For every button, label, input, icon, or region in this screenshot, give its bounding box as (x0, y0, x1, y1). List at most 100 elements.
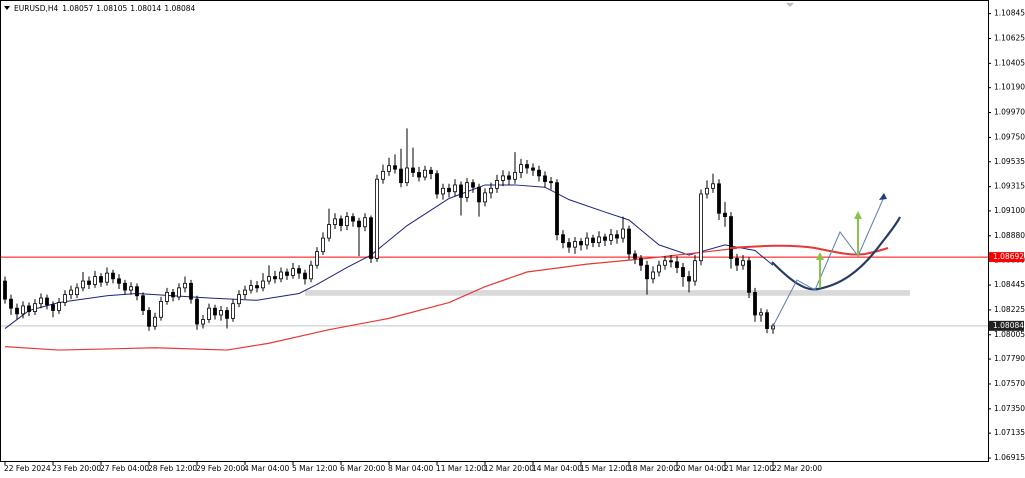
projected-ma (729, 244, 889, 256)
x-tick-label: 28 Feb 12:00 (148, 464, 197, 473)
y-tick-label: 1.10845 (994, 9, 1025, 18)
candle-body (309, 264, 313, 280)
candle-body (291, 268, 295, 276)
y-tick-label: 1.07570 (994, 379, 1025, 388)
open-value: 1.08057 (62, 4, 93, 13)
candle-body (9, 298, 13, 309)
candle-body (165, 291, 169, 302)
x-tick-label: 27 Feb 04:00 (100, 464, 149, 473)
candle-body (579, 241, 583, 246)
arrow-head (816, 252, 824, 260)
candle-body (711, 183, 715, 189)
candle-body (639, 258, 643, 266)
candle-body (705, 187, 709, 195)
x-tick-label: 6 Mar 20:00 (340, 464, 386, 473)
candle-body (219, 310, 223, 316)
candle-body (657, 264, 661, 273)
x-tick-label: 4 Mar 04:00 (244, 464, 290, 473)
candle-body (519, 164, 523, 173)
x-tick-label: 23 Feb 20:00 (52, 464, 101, 473)
price-badge (989, 320, 1024, 331)
candle-body (471, 182, 475, 188)
candle-body (21, 305, 25, 315)
candle-body (159, 301, 163, 318)
candle-body (645, 264, 649, 280)
candle-body (651, 271, 655, 280)
y-tick-label: 1.08005 (994, 330, 1025, 339)
candle-body (561, 234, 565, 244)
candle-body (111, 272, 115, 280)
candle-body (237, 294, 241, 305)
candle-body (759, 312, 763, 316)
candle-body (693, 260, 697, 282)
candle-body (681, 267, 685, 277)
candle-body (567, 242, 571, 248)
close-value: 1.08084 (164, 4, 195, 13)
y-tick-label: 1.09535 (994, 157, 1025, 166)
candle-body (327, 224, 331, 239)
forecast-zigzag (771, 196, 885, 329)
candle-body (453, 184, 457, 193)
candle-body (3, 280, 7, 300)
candle-body (423, 169, 427, 178)
candle-body (141, 295, 145, 311)
candle-body (171, 291, 175, 298)
candle-body (51, 304, 55, 311)
candle-body (153, 316, 157, 327)
candle-body (117, 278, 121, 284)
candle-body (717, 183, 721, 214)
y-tick-label: 1.10625 (994, 33, 1025, 42)
x-tick-label: 21 Mar 12:00 (724, 464, 774, 473)
arrow-head (879, 193, 887, 200)
y-tick-label: 1.08880 (994, 231, 1025, 240)
candle-body (441, 187, 445, 195)
header: EURUSD,H4 1.08057 1.08105 1.08014 1.08084 (14, 4, 196, 13)
candle-body (357, 220, 361, 228)
x-tick-label: 15 Mar 12:00 (580, 464, 630, 473)
candle-body (273, 276, 277, 280)
price-badge-label: 1.08692 (993, 252, 1024, 261)
candle-body (447, 187, 451, 193)
candle-body (45, 297, 49, 306)
candle-body (405, 167, 409, 184)
candle-body (585, 237, 589, 246)
candle-body (369, 217, 373, 259)
plot-frame (0, 0, 989, 462)
candle-body (249, 285, 253, 291)
candle-body (531, 167, 535, 171)
price-badge (989, 252, 1024, 263)
candle-body (573, 241, 577, 248)
y-tick-label: 1.06915 (994, 453, 1025, 462)
candle-body (609, 234, 613, 241)
candle-body (525, 164, 529, 169)
candle-body (723, 212, 727, 218)
candle-body (627, 228, 631, 255)
candle-body (57, 302, 61, 311)
candle-body (375, 178, 379, 259)
y-tick-label: 1.09315 (994, 182, 1025, 191)
candle-body (417, 172, 421, 178)
candle-body (93, 276, 97, 285)
candle-body (621, 228, 625, 239)
x-tick-label: 11 Mar 12:00 (436, 464, 486, 473)
x-tick-label: 12 Mar 20:00 (484, 464, 534, 473)
y-tick-label: 1.08445 (994, 280, 1025, 289)
candle-body (363, 217, 367, 228)
candle-body (393, 165, 397, 170)
x-tick-label: 18 Mar 20:00 (628, 464, 678, 473)
moving-average (4, 184, 774, 329)
candle-body (63, 294, 67, 303)
candle-body (15, 307, 19, 315)
candle-body (27, 305, 31, 312)
candle-body (381, 170, 385, 180)
x-tick-label: 5 Mar 12:00 (292, 464, 338, 473)
y-tick-label: 1.09750 (994, 132, 1025, 141)
y-tick-label: 1.10405 (994, 58, 1025, 67)
x-tick-label: 14 Mar 04:00 (532, 464, 582, 473)
candle-body (81, 280, 85, 289)
candle-body (537, 169, 541, 177)
candle-body (321, 237, 325, 253)
arrow-head (854, 211, 862, 219)
price-badge-label: 1.08084 (993, 321, 1024, 330)
candle-body (765, 312, 769, 329)
